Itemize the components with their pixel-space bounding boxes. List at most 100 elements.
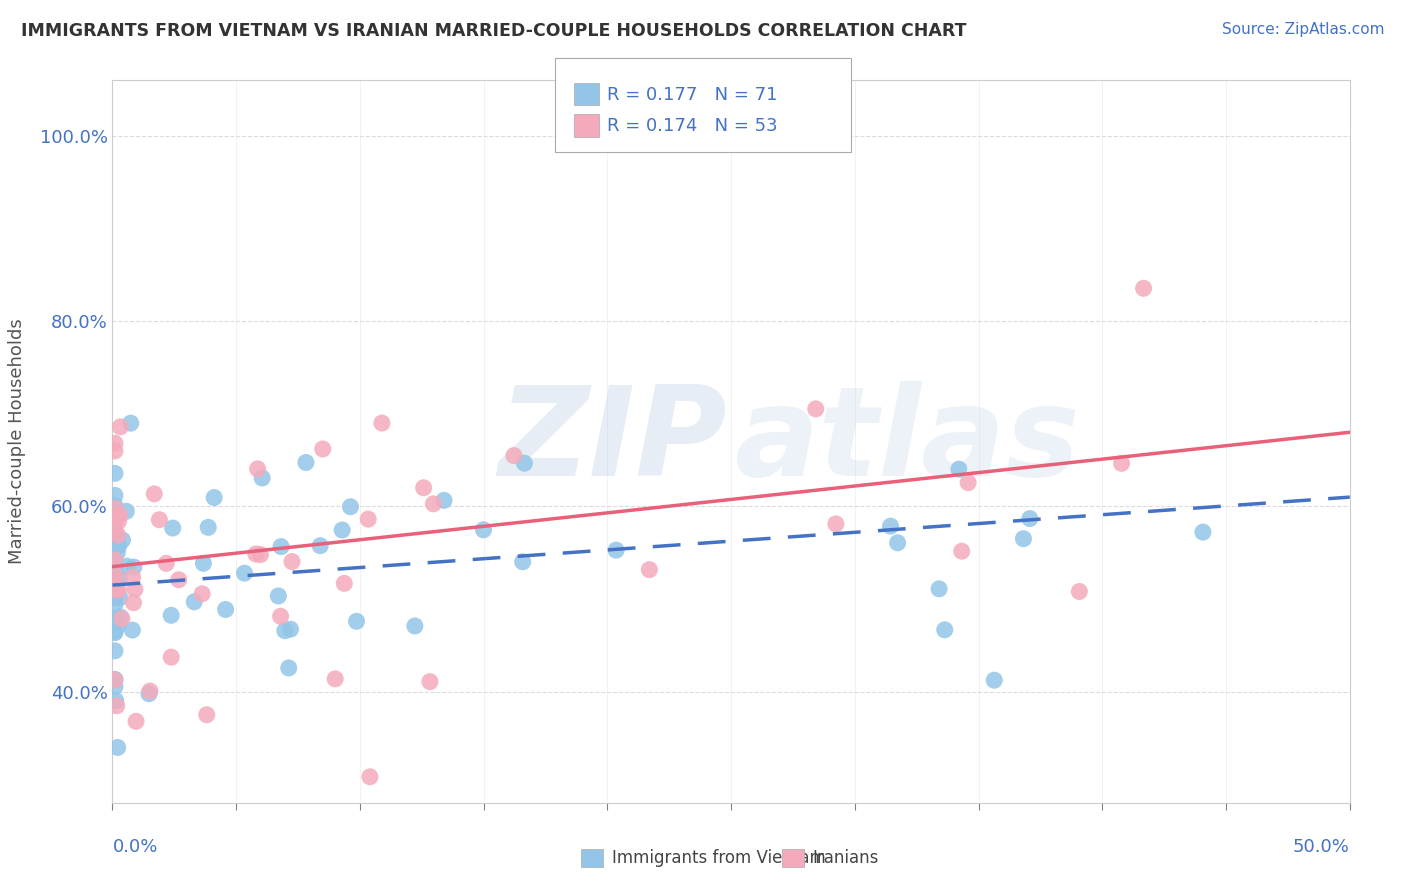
Point bbox=[104, 625, 127, 640]
Point bbox=[121, 623, 143, 637]
Point bbox=[309, 539, 332, 553]
Point bbox=[104, 680, 127, 694]
Text: Iranians: Iranians bbox=[813, 849, 879, 867]
Point bbox=[104, 488, 127, 502]
Point bbox=[270, 540, 292, 554]
Point bbox=[295, 455, 318, 469]
Point bbox=[104, 501, 127, 516]
Point bbox=[333, 576, 356, 591]
Point bbox=[948, 462, 970, 476]
Point bbox=[160, 650, 183, 665]
Point bbox=[104, 444, 127, 458]
Point bbox=[138, 687, 160, 701]
Point bbox=[143, 487, 166, 501]
Point bbox=[104, 673, 127, 687]
Point bbox=[183, 595, 205, 609]
Point bbox=[104, 580, 127, 594]
Point bbox=[104, 512, 127, 526]
Point bbox=[104, 591, 127, 605]
Point bbox=[804, 401, 827, 416]
Point bbox=[104, 524, 127, 538]
Point bbox=[245, 547, 267, 561]
Point bbox=[104, 559, 127, 574]
Point bbox=[1192, 525, 1215, 540]
Point bbox=[110, 610, 132, 624]
Point bbox=[249, 548, 271, 562]
Point bbox=[104, 584, 127, 599]
Point bbox=[108, 508, 131, 522]
Point bbox=[105, 545, 128, 559]
Text: Source: ZipAtlas.com: Source: ZipAtlas.com bbox=[1222, 22, 1385, 37]
Point bbox=[104, 540, 127, 554]
Point bbox=[312, 442, 335, 456]
Point bbox=[281, 555, 304, 569]
Point bbox=[280, 622, 302, 636]
Point bbox=[124, 582, 146, 597]
Point bbox=[104, 585, 127, 599]
Point bbox=[934, 623, 956, 637]
Point bbox=[1018, 511, 1040, 525]
Point bbox=[957, 475, 980, 490]
Point bbox=[1012, 532, 1035, 546]
Point bbox=[825, 516, 848, 531]
Point bbox=[371, 416, 394, 430]
Point bbox=[139, 684, 162, 698]
Point bbox=[1132, 281, 1154, 295]
Point bbox=[111, 612, 134, 626]
Point bbox=[104, 673, 127, 687]
Point bbox=[197, 520, 219, 534]
Point bbox=[104, 582, 127, 597]
Point bbox=[104, 571, 127, 585]
Point bbox=[115, 559, 138, 574]
Point bbox=[104, 467, 127, 481]
Point bbox=[162, 521, 184, 535]
Point bbox=[111, 533, 134, 547]
Point bbox=[107, 539, 129, 553]
Point bbox=[105, 698, 128, 713]
Point bbox=[122, 596, 145, 610]
Point bbox=[1069, 584, 1091, 599]
Point bbox=[104, 556, 127, 570]
Point bbox=[107, 514, 129, 528]
Point bbox=[879, 519, 901, 533]
Point bbox=[110, 420, 132, 434]
Point bbox=[104, 436, 127, 450]
Point bbox=[107, 740, 129, 755]
Point bbox=[233, 566, 256, 581]
Point bbox=[214, 602, 236, 616]
Point bbox=[422, 497, 444, 511]
Point bbox=[472, 523, 495, 537]
Point bbox=[503, 449, 526, 463]
Point bbox=[513, 456, 536, 470]
Point bbox=[104, 574, 127, 588]
Point bbox=[191, 587, 214, 601]
Text: R = 0.174   N = 53: R = 0.174 N = 53 bbox=[607, 117, 778, 135]
Point bbox=[108, 572, 131, 586]
Text: 50.0%: 50.0% bbox=[1294, 838, 1350, 855]
Point bbox=[250, 471, 273, 485]
Text: R = 0.177   N = 71: R = 0.177 N = 71 bbox=[607, 86, 778, 103]
Point bbox=[104, 567, 127, 582]
Point bbox=[104, 499, 127, 513]
Point bbox=[412, 481, 434, 495]
Point bbox=[104, 624, 127, 639]
Point bbox=[115, 504, 138, 518]
Point bbox=[339, 500, 361, 514]
Point bbox=[104, 511, 127, 525]
Text: Immigrants from Vietnam: Immigrants from Vietnam bbox=[612, 849, 825, 867]
Point bbox=[1111, 456, 1133, 470]
Point bbox=[277, 661, 299, 675]
Point bbox=[246, 462, 269, 476]
Point bbox=[928, 582, 950, 596]
Point bbox=[122, 560, 145, 574]
Point bbox=[193, 557, 215, 571]
Text: 0.0%: 0.0% bbox=[112, 838, 157, 855]
Point bbox=[148, 513, 170, 527]
Point bbox=[104, 514, 127, 528]
Point bbox=[125, 714, 148, 729]
Point bbox=[605, 543, 627, 558]
Point bbox=[160, 608, 183, 623]
Point bbox=[638, 563, 661, 577]
Point bbox=[950, 544, 973, 558]
Point bbox=[357, 512, 380, 526]
